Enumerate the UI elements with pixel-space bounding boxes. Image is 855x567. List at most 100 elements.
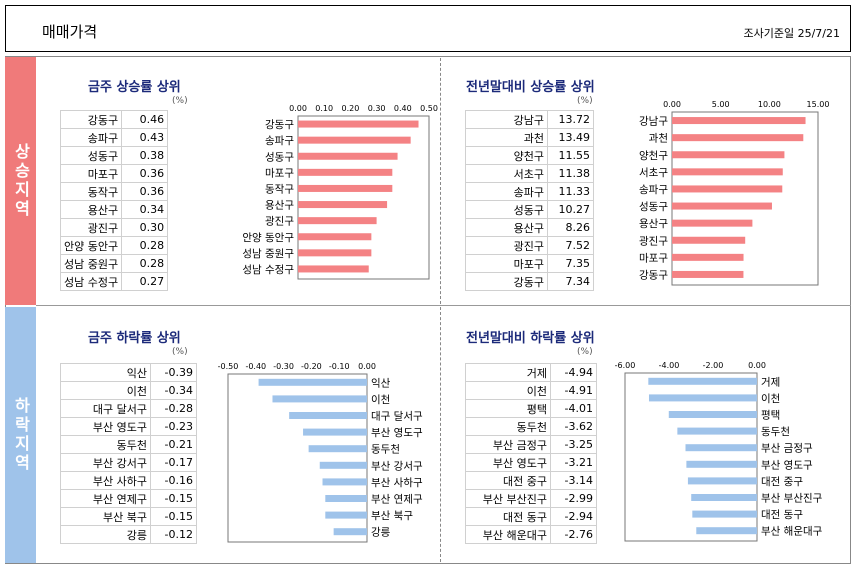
bar	[672, 151, 785, 159]
bar	[696, 527, 757, 535]
bar	[298, 136, 411, 144]
table-row: 과천 13.49	[465, 128, 594, 147]
rate-value: -0.16	[150, 471, 197, 490]
table-row: 부산 연제구 -0.15	[60, 489, 197, 508]
bar	[322, 478, 367, 486]
table-row: 강동구 7.34	[465, 272, 594, 291]
tick-label: 0.00	[748, 361, 766, 370]
category-label: 대구 달서구	[371, 411, 423, 423]
bar	[692, 510, 757, 518]
panel-title: 금주 하락률 상위	[88, 331, 181, 346]
category-label: 마포구	[639, 252, 668, 264]
rate-value: 10.27	[547, 200, 594, 219]
region-name: 동두천	[60, 435, 151, 454]
region-name: 부산 해운대구	[465, 525, 551, 544]
bar	[298, 184, 393, 192]
category-label: 양천구	[639, 150, 668, 162]
page-title: 매매가격	[42, 23, 98, 41]
rate-value: 11.33	[547, 182, 594, 201]
rate-value: 13.49	[547, 128, 594, 147]
bar	[672, 134, 804, 142]
rate-value: -0.15	[150, 489, 197, 508]
rate-value: -4.94	[550, 363, 597, 382]
rate-value: -0.17	[150, 453, 197, 472]
category-label: 과천	[649, 133, 668, 145]
table-row: 송파구 0.43	[59, 128, 169, 147]
category-label: 강동구	[265, 119, 294, 131]
category-label: 송파구	[265, 135, 294, 147]
tick-label: 0.10	[315, 104, 333, 113]
tick-label: -0.20	[301, 362, 322, 371]
rate-value: -4.91	[550, 381, 597, 400]
table-row: 대전 중구 -3.14	[465, 471, 597, 490]
bar	[685, 444, 757, 452]
table-row: 부산 해운대구 -2.76	[465, 525, 597, 544]
tick-label: -6.00	[615, 361, 636, 370]
region-name: 양천구	[465, 146, 548, 165]
table-row: 거제 -4.94	[465, 363, 597, 382]
rate-value: 0.28	[121, 236, 169, 255]
table-row: 부산 사하구 -0.16	[60, 471, 197, 490]
table-row: 부산 금정구 -3.25	[465, 435, 597, 454]
table-row: 부산 부산진구 -2.99	[465, 489, 597, 508]
table-row: 익산 -0.39	[60, 363, 197, 382]
bar	[672, 185, 783, 193]
table-row: 이천 -4.91	[465, 381, 597, 400]
table-row: 용산구 8.26	[465, 218, 594, 237]
region-name: 부산 북구	[60, 507, 151, 526]
category-label: 부산 강서구	[371, 460, 423, 472]
rate-value: -2.94	[550, 507, 597, 526]
region-name: 이천	[60, 381, 151, 400]
ranking-table: 거제 -4.94 이천 -4.91 평택 -4.01 동두천 -3.62 부산 금정구 -3.25…	[465, 363, 597, 544]
ranking-table: 강동구 0.46 송파구 0.43 성동구 0.38 마포구 0.36 동작구 0.36 용산구 0.…	[59, 110, 169, 291]
category-label: 동두천	[761, 426, 790, 438]
region-name: 대전 동구	[465, 507, 551, 526]
bar	[672, 236, 746, 244]
tick-label: 0.00	[663, 100, 681, 109]
bar	[319, 461, 367, 469]
rate-value: -0.34	[150, 381, 197, 400]
bar	[677, 427, 757, 435]
tick-label: 0.00	[289, 104, 307, 113]
bar	[333, 528, 367, 536]
category-label: 성동구	[265, 151, 294, 163]
rate-value: -0.39	[150, 363, 197, 382]
region-name: 부산 사하구	[60, 471, 151, 490]
rate-value: 0.34	[121, 200, 169, 219]
table-row: 광진구 0.30	[59, 218, 169, 237]
region-name: 이천	[465, 381, 551, 400]
panel-title: 금주 상승률 상위	[88, 80, 181, 95]
ranking-table: 익산 -0.39 이천 -0.34 대구 달서구 -0.28 부산 영도구 -0.23 동두천 -…	[60, 363, 197, 544]
category-label: 서초구	[639, 167, 668, 179]
rate-value: -3.25	[550, 435, 597, 454]
bar	[258, 378, 367, 386]
table-row: 부산 북구 -0.15	[60, 507, 197, 526]
category-label: 대전 동구	[761, 509, 803, 521]
table-row: 성동구 0.38	[59, 146, 169, 165]
bar	[298, 152, 398, 160]
category-label: 성남 수정구	[242, 264, 294, 276]
bar-chart: 0.00 0.10 0.20 0.30 0.40 0.50 강동구송파구성동구마포구동작구용…	[242, 104, 438, 280]
rate-value: 11.38	[547, 164, 594, 183]
section-divider	[36, 305, 851, 306]
bar	[672, 117, 806, 125]
region-name: 평택	[465, 399, 551, 418]
region-name: 부산 부산진구	[465, 489, 551, 508]
panel-title: 전년말대비 상승률 상위	[466, 80, 595, 95]
tick-label: -4.00	[659, 361, 680, 370]
table-row: 이천 -0.34	[60, 381, 197, 400]
panel-divider-top	[440, 58, 441, 304]
survey-date: 조사기준일 25/7/21	[743, 27, 840, 40]
rate-value: 0.36	[121, 164, 169, 183]
tick-label: -0.10	[329, 362, 350, 371]
rate-value: 7.52	[547, 236, 594, 255]
panel-title: 전년말대비 하락률 상위	[466, 331, 595, 346]
rate-value: 8.26	[547, 218, 594, 237]
rate-value: -0.23	[150, 417, 197, 436]
region-name: 동작구	[59, 182, 123, 201]
rate-value: 7.35	[547, 254, 594, 273]
table-row: 서초구 11.38	[465, 164, 594, 183]
rate-value: 0.43	[121, 128, 169, 147]
table-row: 성남 수정구 0.27	[59, 272, 169, 291]
